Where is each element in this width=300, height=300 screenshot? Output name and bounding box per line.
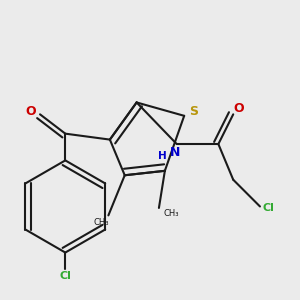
Text: O: O xyxy=(233,103,244,116)
Text: Cl: Cl xyxy=(262,203,274,213)
Text: Cl: Cl xyxy=(59,271,71,281)
Text: H: H xyxy=(158,151,166,161)
Text: O: O xyxy=(26,105,36,118)
Text: S: S xyxy=(189,105,198,118)
Text: CH₃: CH₃ xyxy=(93,218,109,227)
Text: N: N xyxy=(170,146,181,159)
Text: CH₃: CH₃ xyxy=(163,209,178,218)
